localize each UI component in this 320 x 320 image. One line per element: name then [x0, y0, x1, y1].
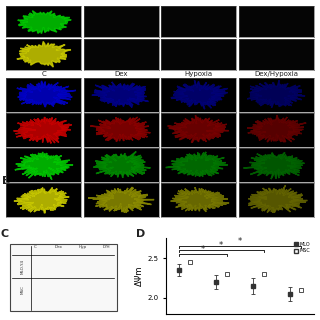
Polygon shape	[17, 81, 76, 107]
Polygon shape	[247, 80, 305, 108]
FancyBboxPatch shape	[10, 244, 117, 311]
Polygon shape	[88, 187, 154, 213]
Polygon shape	[14, 188, 69, 213]
Polygon shape	[92, 82, 148, 108]
Polygon shape	[171, 80, 228, 109]
Polygon shape	[166, 152, 228, 177]
Title: Hypoxia: Hypoxia	[185, 71, 213, 77]
Text: MLO-Y4: MLO-Y4	[20, 259, 24, 274]
Polygon shape	[90, 117, 150, 141]
Text: MSC: MSC	[20, 285, 24, 294]
Text: C: C	[1, 229, 9, 239]
Polygon shape	[244, 153, 304, 179]
Y-axis label: ΔΨm: ΔΨm	[135, 266, 144, 286]
Text: Dex: Dex	[55, 245, 63, 249]
Legend: MLO, MSC: MLO, MSC	[292, 241, 311, 254]
Text: B: B	[2, 176, 10, 186]
Title: C: C	[41, 71, 46, 77]
Text: *: *	[219, 241, 223, 250]
Polygon shape	[248, 186, 307, 213]
Polygon shape	[13, 117, 72, 143]
Text: *: *	[237, 237, 242, 246]
Polygon shape	[15, 152, 73, 180]
Polygon shape	[17, 42, 71, 67]
Title: Dex: Dex	[115, 71, 128, 77]
Text: Hyp: Hyp	[78, 245, 87, 249]
Polygon shape	[247, 115, 306, 142]
Text: C: C	[33, 245, 36, 249]
Text: *: *	[201, 245, 205, 254]
Title: Dex/Hypoxia: Dex/Hypoxia	[254, 71, 298, 77]
Text: D: D	[136, 229, 146, 239]
Polygon shape	[171, 187, 229, 212]
Polygon shape	[168, 115, 229, 142]
Polygon shape	[93, 151, 150, 178]
Text: D/H: D/H	[103, 245, 110, 249]
Polygon shape	[18, 11, 71, 34]
